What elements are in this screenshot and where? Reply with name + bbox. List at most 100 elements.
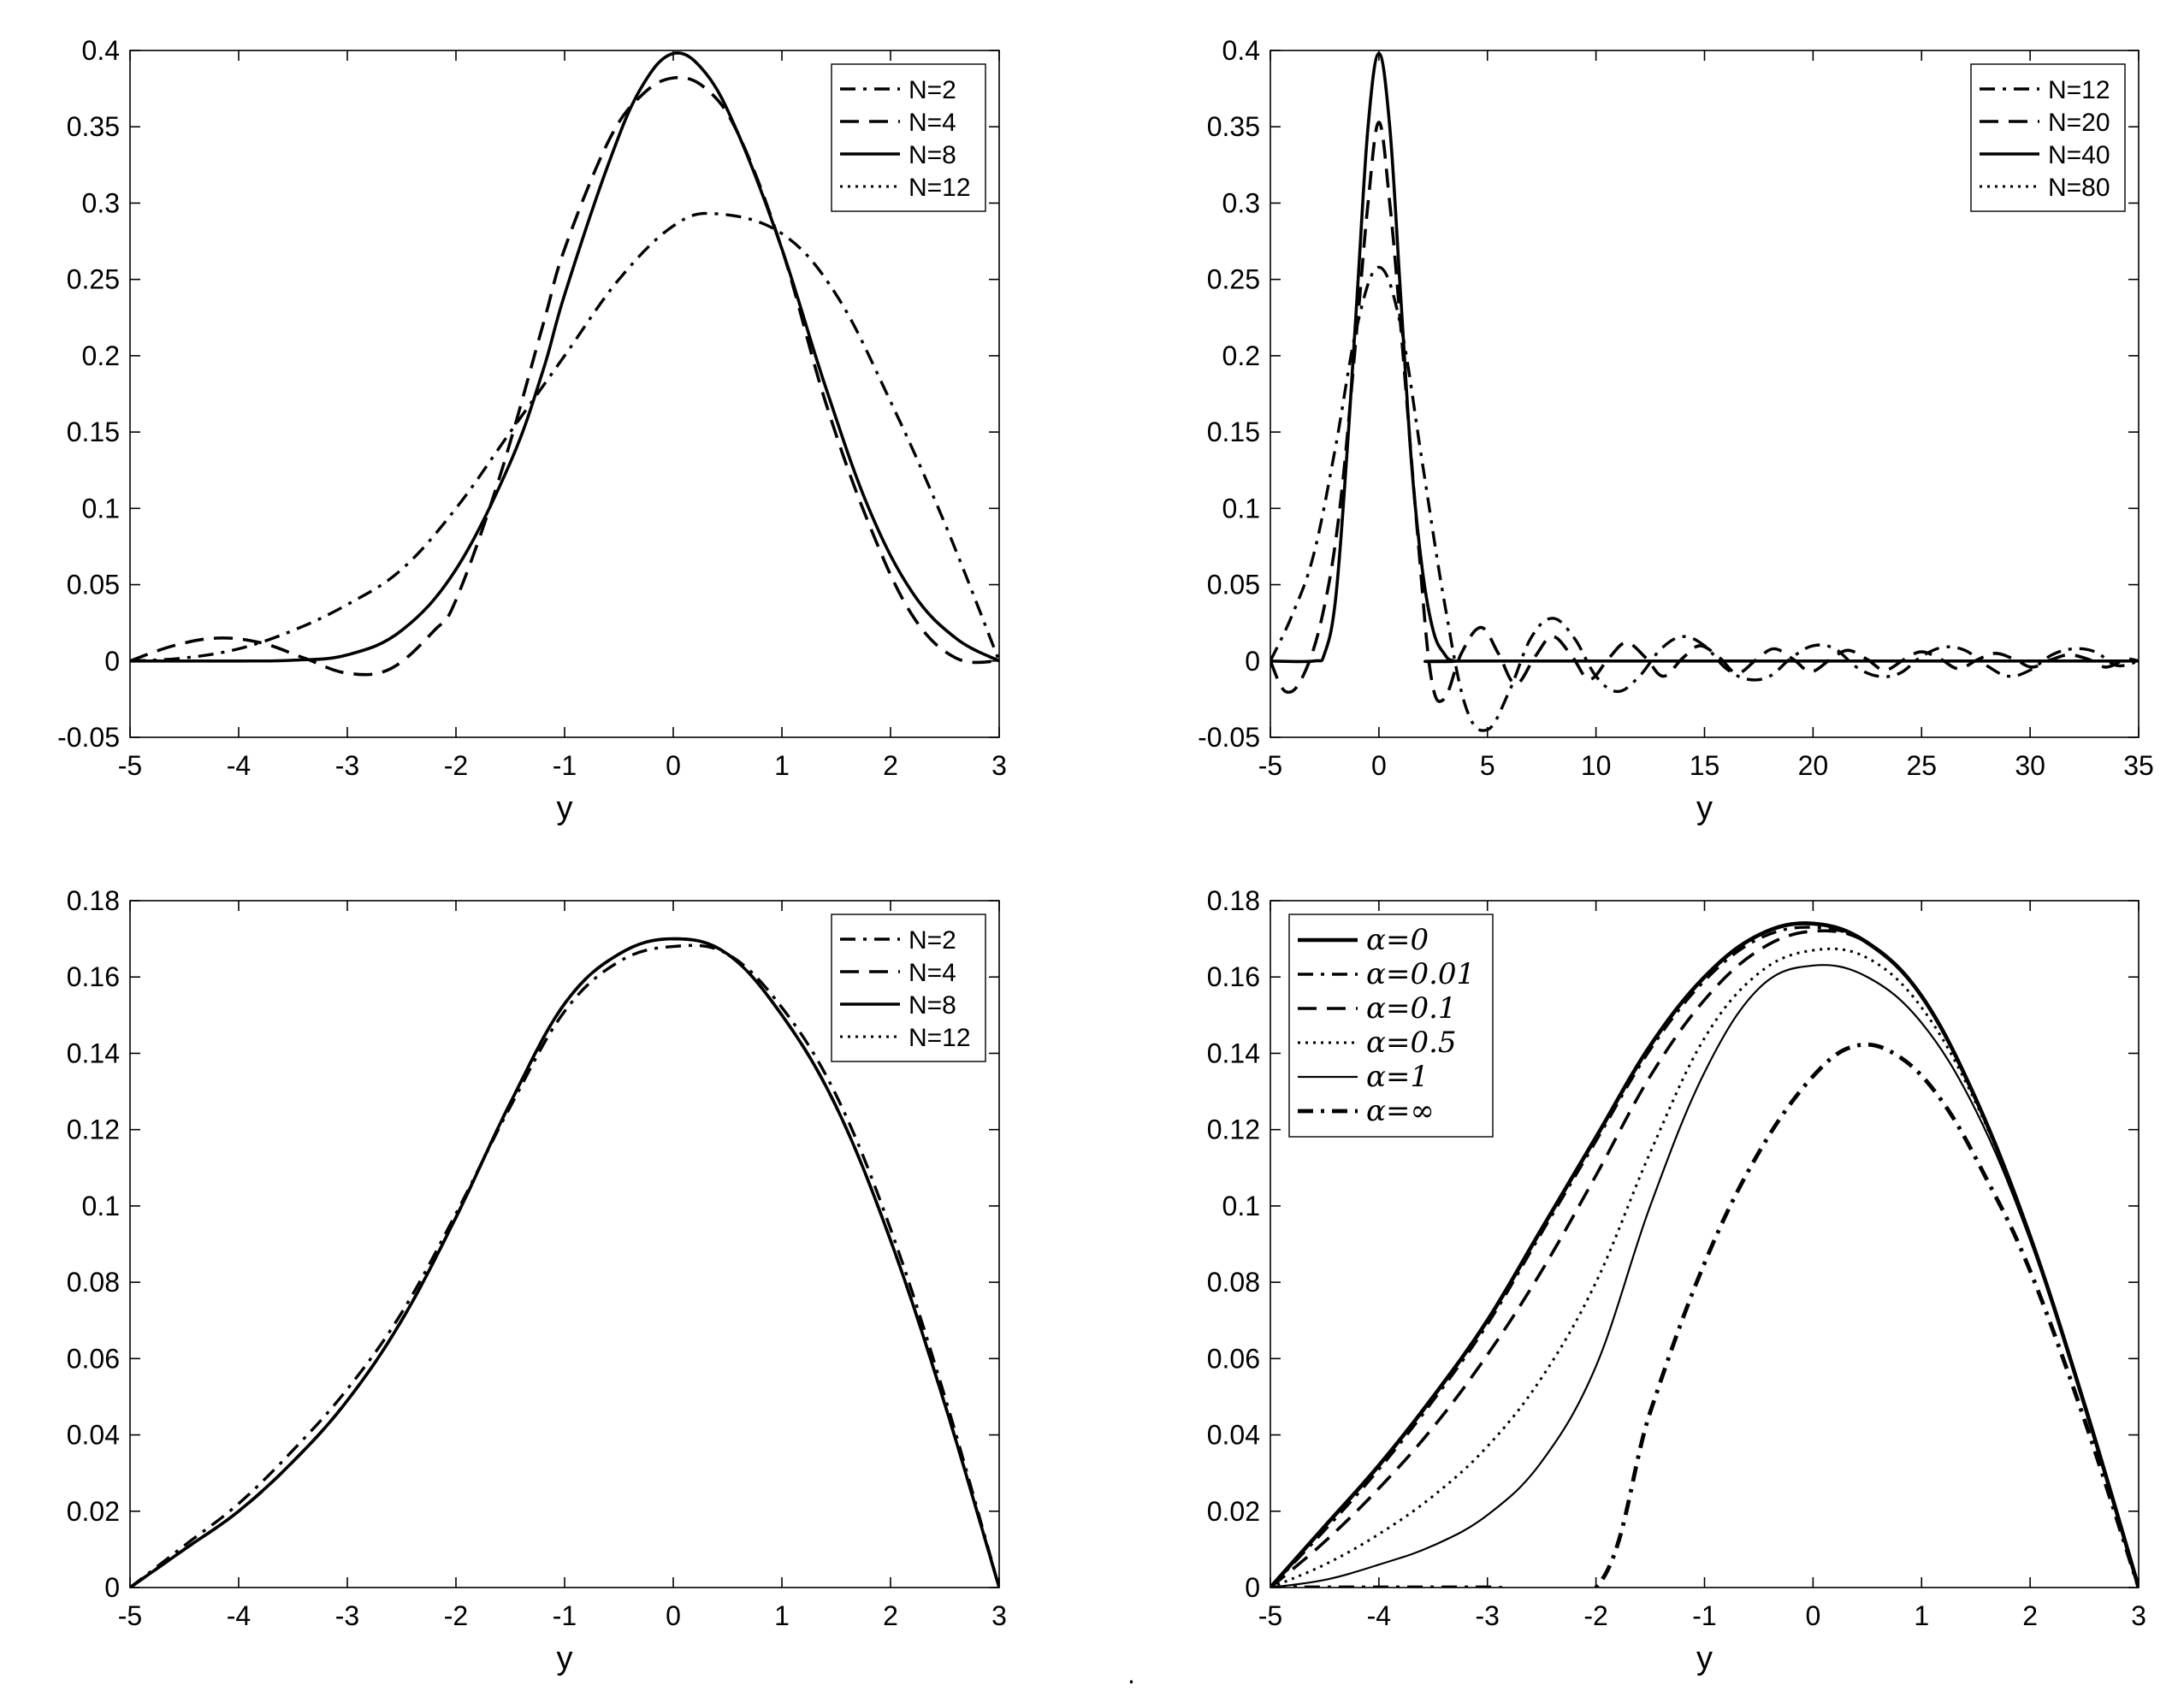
x-tick-label: 0: [1371, 750, 1387, 781]
x-tick-label: 0: [1805, 1600, 1820, 1631]
y-tick-label: 0.12: [1207, 1115, 1260, 1145]
x-tick-label: -2: [444, 1600, 468, 1631]
x-tick-label: 3: [2131, 1600, 2146, 1631]
x-tick-label: -1: [553, 750, 577, 781]
legend-box: [1288, 914, 1494, 1138]
y-tick-label: 0.05: [67, 570, 120, 600]
legend-label: N=80: [2048, 174, 2110, 202]
x-axis-label: y: [1696, 790, 1713, 826]
y-tick-label: 0: [104, 1572, 120, 1603]
x-tick-label: -5: [1258, 750, 1282, 781]
x-tick-label: 3: [991, 1600, 1007, 1631]
x-tick-label: 0: [666, 1600, 681, 1631]
x-tick-label: -1: [1692, 1600, 1716, 1631]
x-tick-label: -5: [118, 1600, 142, 1631]
legend-label: α=1: [1366, 1060, 1429, 1094]
legend-label: α=∞: [1366, 1094, 1435, 1128]
footer-mark: .: [1128, 1659, 1135, 1689]
x-tick-label: -3: [335, 1600, 359, 1631]
legend-label: N=20: [2048, 109, 2110, 137]
y-tick-label: 0.4: [82, 35, 120, 66]
y-tick-label: 0.1: [1222, 1191, 1260, 1221]
y-tick-label: 0.16: [1207, 961, 1260, 992]
x-tick-label: 30: [2015, 750, 2045, 781]
y-tick-label: 0.08: [1207, 1267, 1260, 1298]
chart-bottom-left: -5 -4 -3 -2 -1 0 1 2 3 0 0.02 0.04 0.06 0.08 0.1 0.12 0.…: [67, 885, 1007, 1676]
x-tick-label: 15: [1690, 750, 1720, 781]
y-tick-label: -0.05: [1198, 722, 1260, 753]
y-tick-label: 0.12: [67, 1115, 120, 1145]
y-tick-label: 0.08: [67, 1267, 120, 1298]
legend-label: N=4: [909, 959, 956, 987]
y-tick-label: 0.18: [1207, 885, 1260, 916]
y-tick-label: 0.3: [82, 187, 120, 218]
y-tick-label: 0.25: [67, 264, 120, 295]
x-tick-label: 10: [1581, 750, 1612, 781]
x-tick-label: 1: [774, 750, 790, 781]
y-tick-label: 0.2: [1222, 340, 1260, 371]
x-tick-label: -2: [1583, 1600, 1607, 1631]
series-line-N=2: [130, 211, 999, 663]
series-line-N=4: [130, 75, 999, 677]
x-axis-label: y: [557, 790, 573, 826]
y-tick-label: 0: [1245, 646, 1260, 677]
x-tick-label: -5: [1258, 1600, 1282, 1631]
y-tick-label: 0.35: [67, 111, 120, 142]
y-tick-label: 0.06: [1207, 1343, 1260, 1374]
x-tick-label: 3: [991, 750, 1007, 781]
legend-label: N=8: [909, 141, 956, 169]
legend-label: α=0.01: [1366, 957, 1475, 991]
legend-label: N=4: [909, 109, 956, 137]
x-tick-label: 0: [666, 750, 681, 781]
x-tick-label: -1: [553, 1600, 577, 1631]
x-tick-label: -5: [118, 750, 142, 781]
y-tick-label: 0.2: [82, 340, 120, 371]
chart-top-right: -5 0 5 10 15 20 25 30 35 -0.05 0 0.05 0.1 0.15 0.2 0.25…: [1198, 35, 2154, 826]
legend-label: N=2: [909, 76, 956, 104]
y-tick-label: 0.14: [67, 1038, 120, 1068]
legend-label: N=12: [909, 174, 971, 202]
y-tick-label: 0.3: [1222, 187, 1260, 218]
x-tick-label: 2: [883, 1600, 898, 1631]
x-tick-label: -4: [1367, 1600, 1391, 1631]
x-axis-label: y: [1696, 1641, 1713, 1676]
legend-label: α=0.5: [1366, 1026, 1457, 1060]
legend-label: α=0.1: [1366, 991, 1457, 1026]
y-tick-label: 0: [1245, 1572, 1260, 1603]
series-line-α=∞: [1270, 1042, 2139, 1588]
chart-top-left: -5 -4 -3 -2 -1 0 1 2 3 -0.05 0 0.05 0.1 0.15 0.2 0.25 0.…: [57, 35, 1007, 826]
y-tick-label: -0.05: [57, 722, 120, 753]
y-tick-label: 0.14: [1207, 1038, 1260, 1068]
chart-bottom-right: -5 -4 -3 -2 -1 0 1 2 3 0 0.02 0.04 0.06 0.08 0.1 0.12 0.…: [1207, 885, 2146, 1676]
x-tick-label: -3: [1476, 1600, 1500, 1631]
y-tick-label: 0.05: [1207, 570, 1260, 600]
legend-label: N=40: [2048, 141, 2110, 169]
x-tick-label: -4: [227, 750, 251, 781]
legend-label: N=12: [909, 1024, 971, 1052]
y-tick-label: 0.15: [1207, 417, 1260, 447]
series-line-N=2: [130, 943, 999, 1588]
y-tick-label: 0.25: [1207, 264, 1260, 295]
y-tick-label: 0.06: [67, 1343, 120, 1374]
x-tick-label: -4: [227, 1600, 251, 1631]
series-line-α=1: [1270, 964, 2139, 1588]
x-tick-label: 35: [2123, 750, 2154, 781]
y-tick-label: 0.15: [67, 417, 120, 447]
y-tick-label: 0.1: [1222, 493, 1260, 523]
x-tick-label: 2: [883, 750, 898, 781]
x-tick-label: -2: [444, 750, 468, 781]
series-line-N=12: [130, 937, 999, 1588]
series-line-N=12: [130, 51, 999, 663]
x-tick-label: -3: [335, 750, 359, 781]
x-axis-label: y: [557, 1641, 573, 1676]
series-line-N=40: [1270, 51, 2139, 664]
legend-label: α=0: [1366, 923, 1429, 957]
x-tick-label: 1: [774, 1600, 790, 1631]
y-tick-label: 0.04: [1207, 1420, 1260, 1451]
y-tick-label: 0.16: [67, 961, 120, 992]
y-tick-label: 0.02: [1207, 1496, 1260, 1527]
y-tick-label: 0.02: [67, 1496, 120, 1527]
legend-label: N=8: [909, 991, 956, 1020]
